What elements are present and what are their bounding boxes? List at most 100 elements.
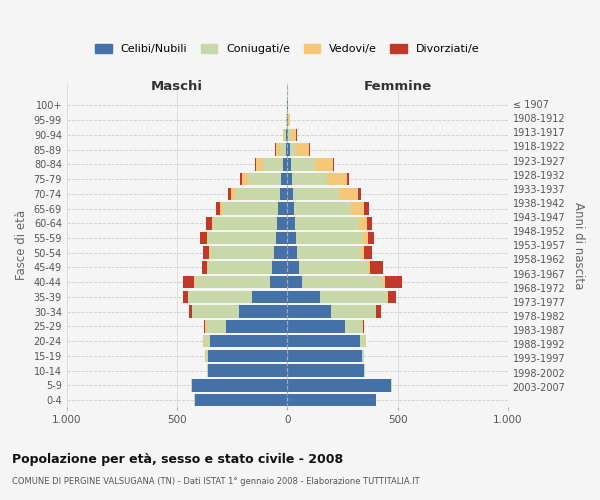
Bar	[278, 202, 287, 215]
Bar	[289, 128, 290, 141]
Bar	[315, 158, 332, 170]
Bar	[351, 202, 364, 215]
Bar	[235, 188, 280, 200]
Bar	[290, 128, 296, 141]
Bar	[286, 144, 287, 156]
Bar	[220, 202, 223, 215]
Bar	[191, 379, 193, 392]
Bar	[280, 144, 286, 156]
Bar	[206, 350, 208, 362]
Bar	[287, 306, 331, 318]
Bar	[367, 217, 372, 230]
Bar	[226, 320, 287, 332]
Bar	[183, 276, 194, 288]
Bar	[339, 188, 358, 200]
Bar	[287, 144, 290, 156]
Text: Femmine: Femmine	[364, 80, 431, 93]
Bar	[283, 158, 287, 170]
Bar	[277, 217, 287, 230]
Bar	[295, 217, 359, 230]
Bar	[391, 379, 392, 392]
Bar	[290, 158, 315, 170]
Bar	[293, 188, 339, 200]
Bar	[269, 276, 287, 288]
Bar	[286, 128, 287, 141]
Bar	[294, 202, 351, 215]
Bar	[287, 246, 297, 259]
Bar	[206, 320, 226, 332]
Bar	[320, 290, 386, 303]
Bar	[331, 306, 376, 318]
Bar	[202, 261, 208, 274]
Bar	[332, 158, 334, 170]
Bar	[215, 202, 220, 215]
Bar	[281, 173, 287, 186]
Bar	[223, 202, 278, 215]
Bar	[287, 394, 376, 406]
Bar	[287, 158, 290, 170]
Bar	[210, 246, 274, 259]
Bar	[189, 306, 192, 318]
Bar	[358, 188, 361, 200]
Bar	[297, 246, 361, 259]
Bar	[194, 276, 269, 288]
Bar	[299, 261, 368, 274]
Bar	[287, 188, 293, 200]
Bar	[383, 276, 385, 288]
Text: Popolazione per età, sesso e stato civile - 2008: Popolazione per età, sesso e stato civil…	[12, 452, 343, 466]
Bar	[239, 306, 287, 318]
Bar	[287, 217, 295, 230]
Bar	[344, 320, 362, 332]
Bar	[361, 246, 364, 259]
Bar	[212, 217, 214, 230]
Bar	[362, 350, 364, 362]
Bar	[287, 379, 391, 392]
Bar	[193, 379, 287, 392]
Bar	[289, 114, 290, 126]
Bar	[252, 290, 287, 303]
Bar	[287, 320, 344, 332]
Bar	[276, 232, 287, 244]
Bar	[364, 364, 365, 377]
Bar	[283, 128, 284, 141]
Legend: Celibi/Nubili, Coniugati/e, Vedovi/e, Divorziati/e: Celibi/Nubili, Coniugati/e, Vedovi/e, Di…	[95, 44, 479, 54]
Bar	[228, 188, 231, 200]
Bar	[296, 144, 310, 156]
Bar	[184, 290, 188, 303]
Bar	[287, 232, 296, 244]
Bar	[242, 173, 248, 186]
Bar	[370, 261, 383, 274]
Bar	[208, 232, 276, 244]
Bar	[292, 173, 327, 186]
Bar	[327, 173, 347, 186]
Bar	[286, 114, 287, 126]
Bar	[208, 261, 272, 274]
Bar	[287, 335, 360, 347]
Bar	[287, 350, 362, 362]
Bar	[256, 158, 263, 170]
Bar	[203, 335, 210, 347]
Bar	[203, 246, 209, 259]
Bar	[368, 261, 370, 274]
Bar	[275, 144, 280, 156]
Bar	[364, 202, 369, 215]
Bar	[206, 217, 212, 230]
Bar	[284, 128, 286, 141]
Bar	[263, 158, 283, 170]
Bar	[362, 232, 368, 244]
Y-axis label: Anni di nascita: Anni di nascita	[572, 202, 585, 289]
Bar	[287, 290, 320, 303]
Bar	[214, 217, 277, 230]
Bar	[188, 290, 252, 303]
Bar	[193, 306, 239, 318]
Bar	[386, 290, 388, 303]
Bar	[388, 290, 397, 303]
Bar	[207, 364, 208, 377]
Bar	[296, 232, 362, 244]
Bar	[366, 335, 367, 347]
Bar	[200, 232, 207, 244]
Text: Maschi: Maschi	[151, 80, 203, 93]
Bar	[208, 350, 287, 362]
Bar	[231, 188, 235, 200]
Bar	[363, 320, 364, 332]
